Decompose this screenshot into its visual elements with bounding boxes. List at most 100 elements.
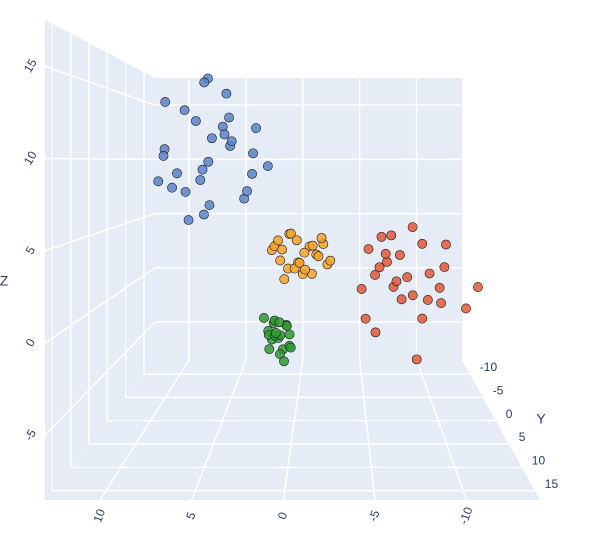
point: [307, 240, 318, 251]
grid-line: [44, 321, 156, 436]
point: [242, 186, 252, 197]
point: [473, 282, 483, 292]
point: [183, 215, 194, 225]
point: [251, 123, 261, 134]
point: [160, 97, 171, 107]
point: [407, 290, 418, 301]
point: [219, 129, 230, 140]
point: [207, 133, 217, 144]
point: [248, 148, 258, 159]
z-tick-label: 0: [23, 336, 39, 349]
point: [439, 262, 450, 273]
grid-line: [44, 65, 156, 106]
point: [376, 231, 387, 242]
point: [396, 294, 407, 305]
point: [195, 175, 206, 185]
point: [360, 313, 371, 324]
point: [394, 250, 405, 260]
point: [294, 257, 305, 268]
point: [203, 156, 214, 167]
point: [370, 270, 380, 280]
point: [370, 327, 381, 338]
point: [273, 235, 283, 246]
point: [197, 164, 208, 175]
point: [226, 136, 237, 147]
point: [167, 182, 177, 193]
z-tick-label: 10: [21, 148, 40, 167]
point: [299, 247, 310, 258]
point: [190, 116, 201, 126]
grid-line: [415, 359, 468, 501]
point: [325, 255, 336, 266]
point: [179, 105, 190, 116]
z-axis-title: Z: [0, 273, 9, 289]
point: [153, 176, 164, 187]
grid-line: [282, 359, 304, 501]
point: [441, 239, 451, 250]
y-tick-label: -5: [493, 384, 504, 398]
point: [363, 244, 374, 254]
x-tick-label: 10: [90, 507, 108, 525]
point: [407, 222, 418, 233]
point: [411, 354, 422, 365]
point: [382, 256, 392, 267]
point: [247, 168, 257, 179]
point: [262, 161, 273, 171]
point: [180, 186, 191, 197]
point: [284, 329, 295, 340]
y-tick-label: 5: [519, 430, 526, 444]
point: [380, 248, 391, 259]
x-tick-label: -5: [366, 508, 383, 523]
y-axis-title: Y: [536, 411, 546, 427]
y-tick-label: 10: [532, 454, 546, 468]
point: [417, 313, 428, 324]
side-wall: [45, 20, 155, 500]
grid-line: [44, 157, 156, 161]
point: [285, 342, 296, 353]
point: [316, 233, 327, 243]
point: [313, 251, 324, 262]
point: [434, 282, 445, 293]
grid-line: [44, 212, 156, 252]
grid-line: [358, 359, 376, 501]
point: [274, 317, 285, 328]
y-tick-label: 0: [506, 407, 513, 421]
z-tick-label: 15: [21, 56, 40, 75]
point: [424, 268, 435, 279]
grid-line: [44, 267, 156, 344]
point: [204, 200, 215, 210]
point: [402, 272, 413, 283]
point: [461, 303, 471, 314]
point: [259, 313, 269, 323]
point: [286, 228, 296, 239]
point: [224, 112, 234, 123]
point: [391, 276, 402, 287]
point: [199, 77, 210, 88]
point: [199, 209, 209, 220]
point: [270, 328, 281, 338]
point: [417, 238, 428, 249]
point: [279, 356, 289, 367]
x-tick-label: 5: [183, 510, 199, 521]
point: [300, 264, 310, 275]
point: [279, 274, 290, 285]
point: [422, 295, 433, 305]
point: [386, 230, 397, 241]
point: [275, 255, 286, 266]
grid-line: [99, 359, 190, 501]
x-tick-label: -10: [456, 505, 475, 526]
grid-line: [190, 359, 247, 501]
z-tick-label: -5: [22, 427, 40, 444]
y-tick-label: -10: [480, 360, 498, 374]
x-tick-label: 0: [275, 510, 291, 521]
point: [264, 344, 275, 355]
z-tick-label: 5: [23, 244, 39, 257]
point: [374, 262, 385, 273]
point: [158, 151, 169, 161]
point: [436, 298, 446, 309]
point: [356, 284, 367, 294]
y-tick-label: 15: [545, 477, 559, 491]
point: [221, 88, 232, 99]
point: [277, 244, 288, 255]
